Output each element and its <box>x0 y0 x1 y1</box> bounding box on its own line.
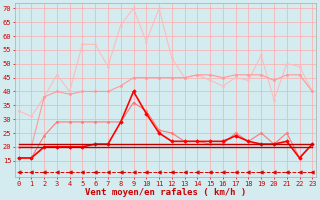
X-axis label: Vent moyen/en rafales ( km/h ): Vent moyen/en rafales ( km/h ) <box>85 188 246 197</box>
